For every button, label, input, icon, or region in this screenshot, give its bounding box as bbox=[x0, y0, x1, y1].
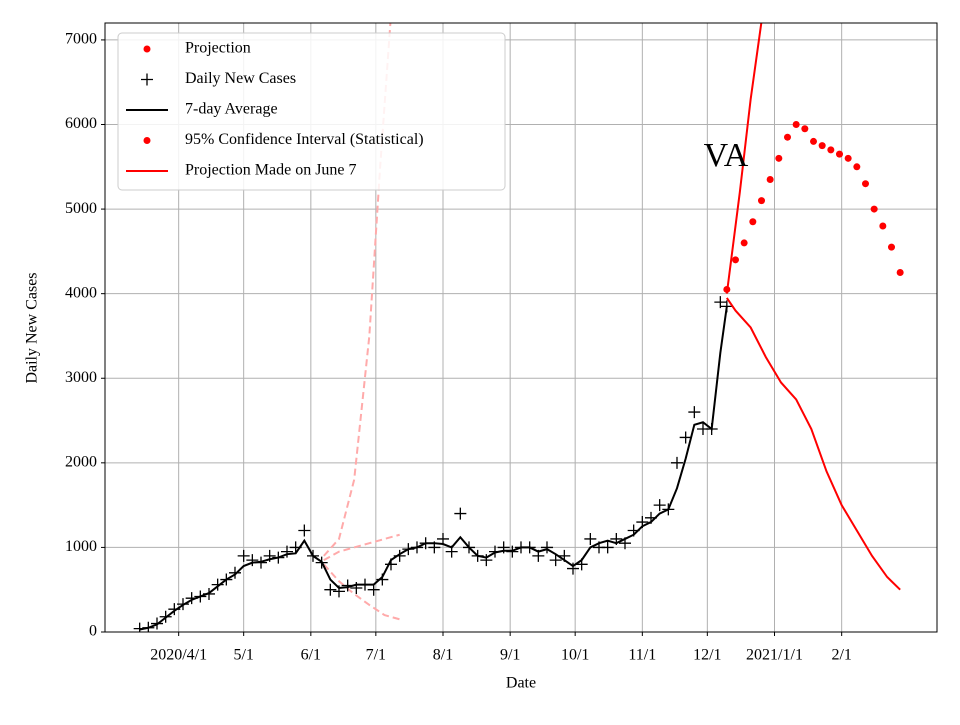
x-tick-label: 12/1 bbox=[693, 647, 721, 664]
dot bbox=[888, 243, 895, 251]
dot bbox=[862, 180, 869, 188]
plus-marker bbox=[567, 562, 579, 575]
plus-marker bbox=[679, 431, 692, 444]
plus-marker bbox=[367, 583, 380, 596]
y-tick-label: 5000 bbox=[65, 200, 97, 217]
y-tick-label: 3000 bbox=[65, 369, 97, 386]
line bbox=[139, 306, 728, 631]
legend-marker bbox=[143, 45, 151, 53]
dot bbox=[758, 197, 765, 205]
legend: Projection Daily New Cases 7-day Average 95… bbox=[117, 32, 506, 191]
plus-marker bbox=[541, 541, 553, 554]
plus-marker bbox=[549, 554, 562, 567]
dot bbox=[766, 175, 774, 183]
plus-marker bbox=[298, 524, 311, 537]
x-tick-label: 9/1 bbox=[500, 647, 520, 664]
x-tick-label: 5/1 bbox=[233, 647, 253, 664]
dot bbox=[784, 133, 791, 141]
line bbox=[725, 23, 763, 294]
plus-marker bbox=[229, 566, 241, 579]
dot bbox=[870, 205, 878, 213]
dashed-line bbox=[323, 533, 400, 561]
line bbox=[726, 297, 901, 591]
x-tick-label: 6/1 bbox=[301, 647, 321, 664]
plus-marker bbox=[480, 554, 493, 567]
dot bbox=[749, 218, 757, 226]
dot bbox=[775, 154, 783, 162]
x-tick-label: 2020/4/1 bbox=[150, 647, 207, 664]
plus-marker bbox=[324, 583, 337, 596]
plus-marker bbox=[237, 549, 250, 562]
dot bbox=[732, 256, 739, 264]
plus-marker bbox=[601, 541, 614, 554]
plus-marker bbox=[281, 545, 293, 558]
plus-marker bbox=[688, 406, 701, 419]
annotation: VA bbox=[704, 137, 749, 174]
plus-marker bbox=[584, 532, 597, 545]
y-tick-label: 2000 bbox=[65, 454, 97, 471]
legend-label: Projection Made on June 7 bbox=[185, 162, 357, 179]
y-tick-label: 6000 bbox=[65, 115, 97, 132]
dot bbox=[879, 222, 887, 230]
x-axis-label: Date bbox=[506, 675, 536, 692]
dot bbox=[723, 285, 731, 293]
y-axis-label: Daily New Cases bbox=[24, 272, 41, 383]
y-tick-label: 0 bbox=[89, 623, 97, 640]
legend-label: 7-day Average bbox=[185, 101, 278, 118]
legend-marker bbox=[143, 137, 151, 144]
dot bbox=[844, 154, 852, 162]
x-tick-label: 11/1 bbox=[628, 647, 656, 664]
plus-marker bbox=[246, 554, 259, 567]
x-tick-label: 7/1 bbox=[366, 647, 386, 664]
dot bbox=[896, 269, 904, 277]
legend-box bbox=[117, 32, 506, 191]
y-tick-label: 1000 bbox=[65, 538, 97, 555]
x-tick-label: 2021/1/1 bbox=[746, 647, 803, 664]
plus-marker bbox=[653, 499, 666, 512]
legend-label: 95% Confidence Interval (Statistical) bbox=[185, 131, 424, 148]
x-tick-label: 10/1 bbox=[561, 647, 589, 664]
dot bbox=[836, 150, 843, 158]
dot bbox=[792, 121, 800, 128]
plus-marker bbox=[211, 578, 224, 591]
plus-marker bbox=[454, 507, 467, 520]
dot bbox=[801, 125, 809, 133]
dot bbox=[810, 137, 817, 145]
plot-frame bbox=[104, 22, 938, 633]
plus-marker bbox=[437, 532, 449, 545]
plus-marker bbox=[714, 296, 727, 309]
y-tick-label: 7000 bbox=[65, 31, 97, 48]
x-tick-label: 8/1 bbox=[433, 647, 453, 664]
x-tick-label: 2/1 bbox=[831, 647, 851, 664]
dot bbox=[827, 146, 835, 154]
legend-label: Projection bbox=[185, 40, 251, 57]
dot bbox=[818, 142, 826, 150]
plus-marker bbox=[141, 73, 153, 86]
dashed-line bbox=[323, 563, 400, 621]
y-tick-label: 4000 bbox=[65, 284, 97, 301]
dot bbox=[853, 163, 861, 171]
dot bbox=[740, 239, 748, 247]
legend-label: Daily New Cases bbox=[185, 70, 296, 87]
plot-area bbox=[133, 23, 904, 632]
plus-marker bbox=[671, 456, 683, 469]
